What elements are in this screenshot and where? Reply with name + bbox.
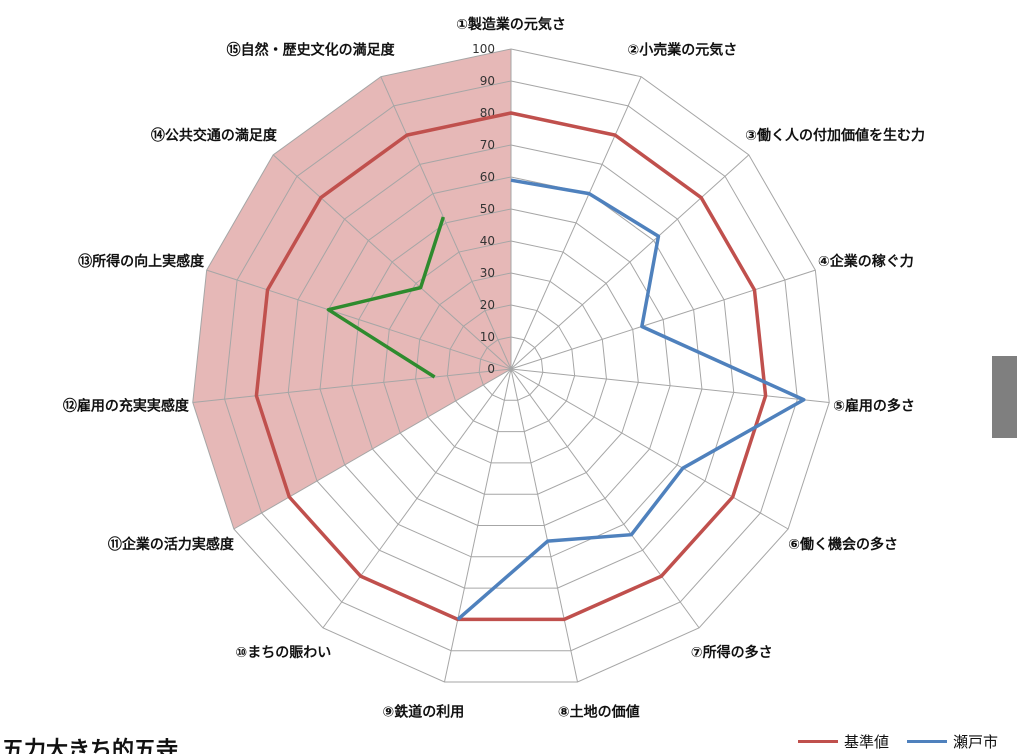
axis-label-8: ⑧土地の価値 — [558, 703, 640, 720]
legend-label-baseline: 基準値 — [844, 733, 890, 751]
axis-label-7: ⑦所得の多さ — [691, 644, 773, 661]
grid-ring — [383, 240, 639, 495]
grid-ring — [415, 272, 607, 464]
series-line-2 — [326, 216, 445, 379]
axis-label-6: ⑥働く機会の多さ — [788, 536, 898, 553]
tick-label: 40 — [480, 234, 495, 248]
spoke — [322, 368, 512, 629]
tick-label: 0 — [487, 362, 495, 376]
series-line-0 — [254, 111, 768, 622]
spoke — [443, 368, 512, 683]
spoke — [233, 368, 512, 530]
spoke — [510, 76, 642, 370]
shaded-sector — [192, 49, 511, 529]
legend-swatch-baseline — [798, 740, 838, 743]
spoke — [192, 368, 512, 403]
spoke — [272, 154, 512, 370]
axis-label-3: ③働く人の付加価値を生む力 — [745, 127, 925, 144]
axis-label-11: ⑪企業の活力実感度 — [108, 536, 235, 553]
section-heading: 五力大きち的五寺 — [2, 738, 179, 754]
tick-label: 20 — [480, 298, 495, 312]
axis-label-12: ⑫雇用の充実実感度 — [63, 398, 190, 415]
axis-label-2: ②小売業の元気さ — [627, 41, 737, 58]
spoke — [380, 76, 512, 370]
grid-ring — [319, 176, 703, 558]
axis-label-5: ⑤雇用の多さ — [833, 398, 915, 415]
legend-label-seto: 瀬戸市 — [953, 733, 999, 751]
chart-legend: 基準値 瀬戸市 — [798, 731, 998, 752]
spoke — [510, 368, 579, 683]
axis-label-15: ⑮自然・歴史文化の満足度 — [227, 41, 396, 58]
grid-ring — [287, 144, 735, 589]
tick-label: 90 — [480, 74, 495, 88]
spoke — [510, 368, 700, 629]
tick-label: 30 — [480, 266, 495, 280]
grid-ring — [351, 208, 671, 527]
axis-label-13: ⑬所得の向上実感度 — [78, 253, 205, 270]
side-tab[interactable] — [992, 356, 1017, 438]
tick-label: 70 — [480, 138, 495, 152]
grid-ring — [192, 48, 830, 683]
spoke — [206, 269, 512, 370]
axis-label-14: ⑭公共交通の満足度 — [151, 127, 278, 144]
tick-label: 100 — [472, 42, 495, 56]
tick-label: 10 — [480, 330, 495, 344]
grid-ring — [446, 304, 576, 433]
axis-label-10: ⑩まちの賑わい — [235, 645, 331, 661]
grid-ring — [478, 336, 544, 401]
spoke — [510, 154, 750, 370]
spoke — [510, 368, 830, 403]
spoke — [510, 269, 816, 370]
axis-label-4: ④企業の稼ぐ力 — [818, 253, 914, 270]
tick-label: 60 — [480, 170, 495, 184]
legend-swatch-seto — [907, 740, 948, 743]
spoke — [510, 368, 789, 530]
grid-ring — [224, 80, 798, 652]
axis-label-1: ①製造業の元気さ — [456, 16, 566, 33]
tick-label: 50 — [480, 202, 495, 216]
series-line-1 — [456, 178, 806, 621]
axis-label-9: ⑨鉄道の利用 — [382, 703, 464, 720]
